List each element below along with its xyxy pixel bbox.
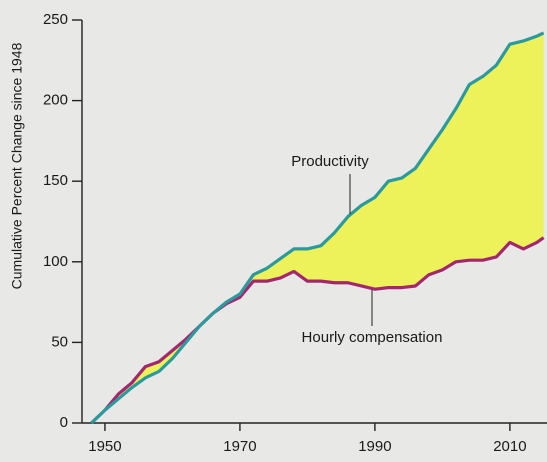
x-tick-label: 1970 bbox=[223, 438, 256, 455]
series-line bbox=[90, 31, 545, 425]
y-tick-label: 100 bbox=[43, 253, 68, 270]
annotation: Productivity bbox=[291, 153, 369, 170]
annotation: Hourly compensation bbox=[302, 329, 443, 346]
y-tick-label: 250 bbox=[43, 11, 68, 28]
x-tick-label: 1950 bbox=[88, 438, 121, 455]
y-tick-label: 200 bbox=[43, 92, 68, 109]
y-axis-label: Cumulative Percent Change since 1948 bbox=[9, 42, 25, 289]
y-tick-label: 0 bbox=[60, 414, 68, 431]
y-tick-label: 50 bbox=[51, 333, 68, 350]
series-line bbox=[90, 236, 545, 425]
gap-area bbox=[91, 32, 544, 424]
x-tick-label: 2010 bbox=[493, 438, 526, 455]
y-tick-label: 150 bbox=[43, 172, 68, 189]
x-tick-label: 1990 bbox=[358, 438, 391, 455]
